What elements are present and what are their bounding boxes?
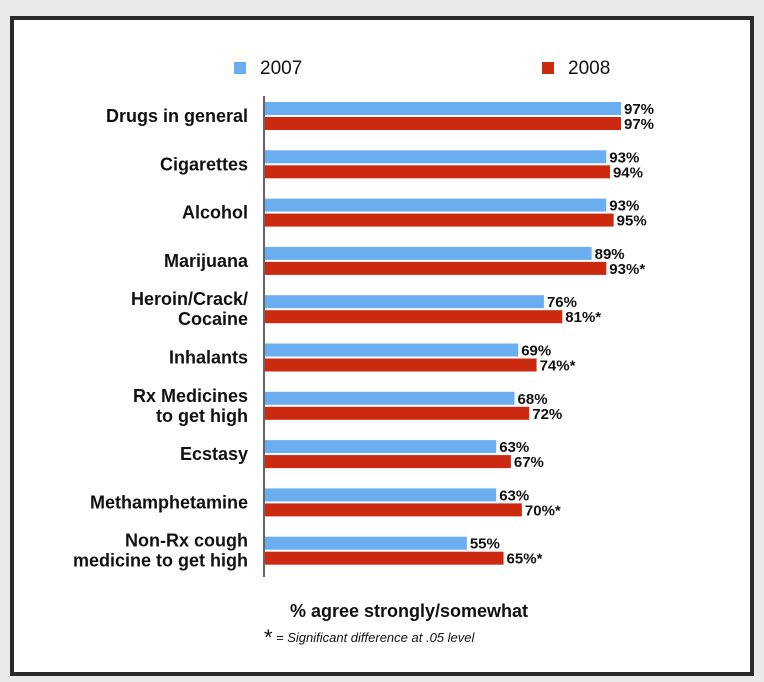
footnote-symbol: * (264, 625, 273, 650)
value-label-2008-9: 65%* (507, 551, 543, 568)
value-label-2007-7: 63% (499, 439, 529, 456)
category-label-6-line-1: to get high (156, 406, 248, 426)
category-label-6-line-0: Rx Medicines (133, 386, 248, 406)
category-label-3: Marijuana (164, 251, 249, 271)
value-label-2008-0: 97% (624, 116, 654, 133)
category-label-0: Drugs in general (106, 106, 248, 126)
category-label-7: Ecstasy (180, 444, 248, 464)
value-label-2008-5: 74%* (540, 358, 576, 375)
bar-2007-3 (265, 246, 592, 260)
bar-2008-5 (265, 358, 537, 372)
bar-2007-2 (265, 198, 607, 212)
category-label-1: Cigarettes (160, 154, 248, 174)
legend-label-2007: 2007 (260, 58, 302, 79)
category-label-9-line-0: Non-Rx cough (125, 531, 248, 551)
value-label-2007-1: 93% (609, 149, 639, 166)
bar-2007-6 (265, 391, 515, 405)
bar-2007-5 (265, 343, 519, 357)
bar-2008-9 (265, 551, 504, 565)
legend-swatch-2007 (234, 62, 246, 74)
value-label-2008-3: 93%* (609, 261, 645, 278)
value-label-2007-4: 76% (547, 294, 577, 311)
value-label-2007-0: 97% (624, 101, 654, 118)
category-label-9-line-1: medicine to get high (73, 551, 248, 571)
bar-2007-8 (265, 488, 497, 502)
value-label-2007-5: 69% (521, 343, 551, 360)
value-label-2008-8: 70%* (525, 502, 561, 519)
footnote-text: = Significant difference at .05 level (276, 630, 475, 645)
bar-2007-4 (265, 295, 544, 309)
value-label-2008-2: 95% (617, 213, 647, 230)
bar-2007-9 (265, 536, 467, 550)
bar-2008-6 (265, 406, 530, 420)
bar-2008-0 (265, 117, 621, 130)
value-label-2007-3: 89% (595, 246, 625, 263)
category-label-2: Alcohol (182, 203, 248, 223)
bar-2008-8 (265, 503, 522, 517)
value-label-2008-1: 94% (613, 164, 643, 181)
value-label-2007-9: 55% (470, 536, 500, 553)
x-axis-title: % agree strongly/somewhat (290, 601, 528, 621)
value-label-2007-6: 68% (518, 391, 548, 408)
value-label-2007-8: 63% (499, 487, 529, 504)
legend-label-2008: 2008 (568, 58, 610, 79)
legend-swatch-2008 (542, 62, 554, 74)
bar-2008-2 (265, 213, 614, 227)
category-label-5: Inhalants (169, 348, 248, 368)
category-label-4-line-0: Heroin/Crack/ (131, 289, 248, 309)
bar-2008-7 (265, 455, 511, 469)
bar-2008-1 (265, 165, 610, 179)
bar-2007-1 (265, 150, 607, 164)
value-label-2008-4: 81%* (565, 309, 601, 326)
chart-frame: 2007 2008 97% 97% Drugs in general 93% 94% Ciga… (10, 16, 754, 676)
bar-2008-3 (265, 261, 607, 275)
value-label-2008-6: 72% (532, 406, 562, 423)
bar-2008-4 (265, 310, 563, 324)
category-label-4-line-1: Cocaine (178, 309, 248, 329)
value-label-2008-7: 67% (514, 454, 544, 471)
value-label-2007-2: 93% (609, 198, 639, 215)
bar-2007-7 (265, 440, 497, 454)
bar-2007-0 (265, 102, 621, 115)
category-label-8: Methamphetamine (90, 492, 248, 512)
